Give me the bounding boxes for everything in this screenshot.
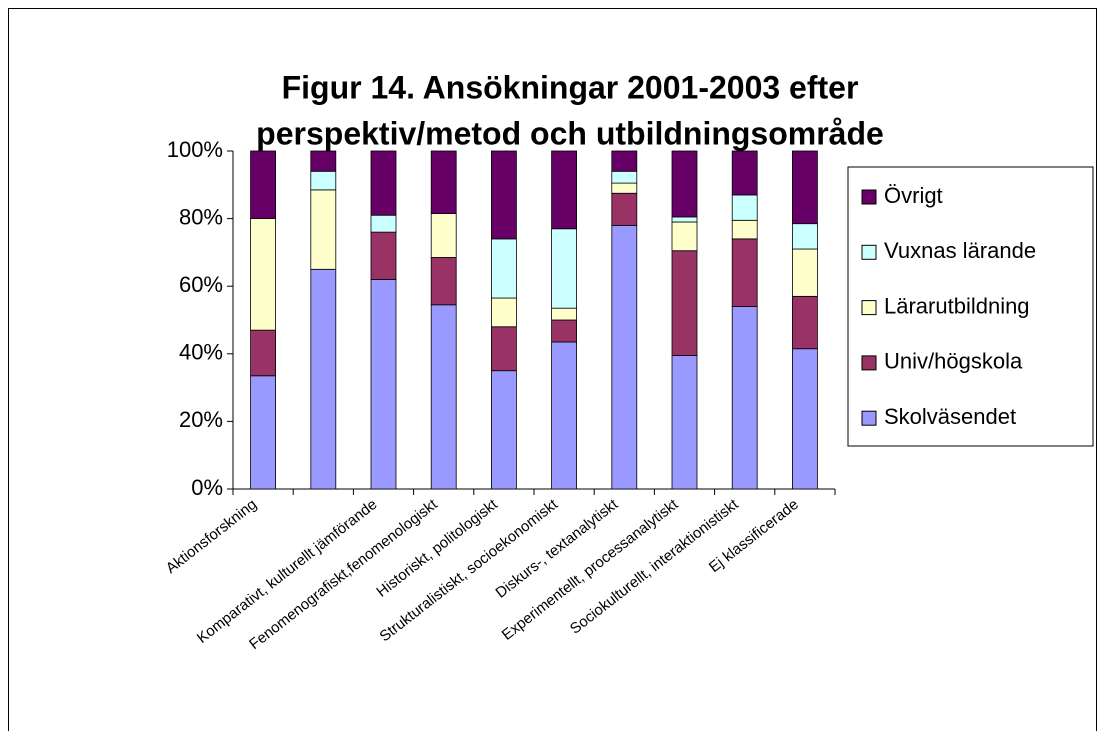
bar-segment: [310, 170, 337, 191]
bar-segment: [490, 326, 517, 372]
bar-segment: [370, 214, 397, 233]
y-tick-label: 80%: [179, 204, 223, 229]
bar-segment: [551, 228, 577, 309]
bar-segment: [490, 297, 517, 328]
bar-segment: [490, 238, 517, 299]
bar-segment: [611, 182, 638, 194]
legend-label: Vuxnas lärande: [884, 238, 1036, 263]
bar-segment: [310, 189, 337, 270]
bar-segment: [551, 307, 577, 321]
bar-segment: [671, 216, 698, 223]
y-tick-label: 100%: [167, 137, 223, 162]
legend-label: Skolväsendet: [884, 404, 1016, 429]
bar-segment: [490, 150, 517, 240]
bar-segment: [430, 257, 457, 306]
bar-segment: [792, 223, 818, 250]
y-tick-label: 0%: [191, 475, 223, 500]
bar-segment: [792, 348, 818, 490]
y-tick-label: 20%: [179, 407, 223, 432]
bar-segment: [671, 250, 698, 356]
legend-swatch: [861, 355, 877, 371]
bar-segment: [250, 329, 277, 377]
bar-segment: [671, 221, 698, 252]
bar-segment: [611, 192, 638, 226]
bar-segment: [671, 150, 698, 218]
bar-segment: [731, 306, 758, 490]
bar-segment: [490, 370, 517, 490]
legend-label: Lärarutbildning: [884, 293, 1030, 318]
bar-segment: [250, 150, 277, 219]
bar-segment: [310, 268, 337, 490]
bar-segment: [551, 319, 577, 343]
bar-segment: [731, 238, 758, 307]
chart-title: Figur 14. Ansökningar 2001-2003 efter: [282, 69, 859, 105]
legend-swatch: [861, 244, 877, 260]
legend-swatch: [861, 410, 877, 426]
bar-segment: [430, 150, 457, 214]
legend-label: Univ/högskola: [884, 349, 1023, 374]
bar-segment: [792, 295, 818, 350]
bar-segment: [611, 150, 638, 172]
bar-segment: [250, 375, 277, 490]
bar-segment: [731, 150, 758, 196]
y-tick-label: 60%: [179, 272, 223, 297]
y-tick-label: 40%: [179, 340, 223, 365]
legend-swatch: [861, 189, 877, 205]
legend-box: [847, 166, 1094, 447]
legend-swatch: [861, 300, 877, 316]
bar-segment: [792, 248, 818, 297]
bar-segment: [792, 150, 818, 225]
bar-segment: [551, 341, 577, 490]
bar-segment: [731, 194, 758, 221]
bar-segment: [370, 150, 397, 216]
chart-title: perspektiv/metod och utbildningsområde: [256, 115, 884, 151]
legend-label: Övrigt: [884, 183, 943, 208]
bar-segment: [611, 224, 638, 490]
bar-segment: [430, 304, 457, 490]
bar-segment: [370, 231, 397, 280]
bar-segment: [731, 219, 758, 240]
bar-segment: [310, 150, 337, 172]
bar-segment: [370, 279, 397, 490]
bar-segment: [611, 170, 638, 184]
bar-segment: [671, 355, 698, 490]
bar-segment: [430, 213, 457, 258]
bar-segment: [250, 218, 277, 331]
bar-segment: [551, 150, 577, 230]
